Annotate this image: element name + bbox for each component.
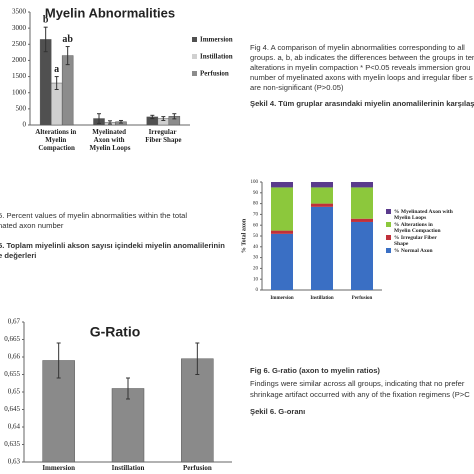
legend-swatch — [386, 209, 391, 214]
y-tick-label: 3000 — [12, 24, 27, 32]
x-tick-label: Irregular Fiber Shape — [145, 128, 181, 144]
y-tick-label: 1500 — [12, 72, 27, 80]
y-tick-label: 40 — [253, 245, 259, 250]
annotation: ab — [62, 34, 73, 45]
legend-label: % Normal Axon — [394, 248, 433, 254]
y-tick-label: 30 — [253, 256, 259, 261]
bar — [39, 39, 52, 126]
bar-segment — [271, 233, 293, 290]
bar-segment — [271, 187, 293, 231]
caption: nated axon number — [0, 221, 64, 230]
y-tick-label: 0,66 — [8, 353, 21, 361]
bar-segment — [351, 182, 373, 188]
x-tick-label: Immersion — [270, 296, 294, 301]
bar-segment — [351, 218, 373, 222]
annotation: b — [43, 14, 49, 25]
legend-swatch — [192, 54, 197, 59]
caption: alterations in myelin compaction * P<0.0… — [250, 63, 471, 72]
y-tick-label: 0 — [23, 121, 27, 129]
bar-segment — [271, 182, 293, 188]
legend-swatch — [386, 235, 391, 240]
y-tick-label: 0,65 — [8, 388, 21, 396]
caption: 5. Percent values of myelin abnormalitie… — [0, 211, 187, 220]
caption: shrinkage artifact occurred with any of … — [250, 390, 470, 399]
bar — [111, 388, 145, 463]
y-tick-label: 90 — [253, 191, 259, 196]
y-tick-label: 0,64 — [8, 423, 21, 431]
annotation: a — [54, 64, 59, 75]
legend-swatch — [386, 222, 391, 227]
y-tick-label: 0,665 — [4, 335, 20, 343]
y-tick-label: 80 — [253, 202, 259, 207]
legend-label: % Irregular Fiber Shape — [394, 235, 438, 247]
caption: groups. a, b, ab indicates the differenc… — [250, 53, 474, 62]
y-tick-label: 20 — [253, 267, 259, 272]
y-tick-label: 0 — [256, 288, 259, 293]
y-tick-label: 50 — [253, 234, 259, 239]
caption: Fig 4. A comparison of myelin abnormalit… — [250, 43, 465, 52]
y-tick-label: 3500 — [12, 8, 27, 16]
y-tick-label: 10 — [253, 277, 259, 282]
y-tick-label: 0,655 — [4, 370, 20, 378]
y-tick-label: 500 — [16, 104, 27, 112]
legend-label: Instillation — [200, 53, 233, 61]
caption: Fig 6. G-ratio (axon to myelin ratios) — [250, 366, 380, 375]
y-tick-label: 100 — [251, 180, 259, 185]
bar — [181, 358, 214, 463]
y-tick-label: 0,635 — [4, 440, 20, 448]
chart-title: G-Ratio — [90, 324, 141, 340]
bar-segment — [311, 206, 333, 290]
caption: 5. Toplam miyelinli akson sayısı içindek… — [0, 241, 225, 250]
y-tick-label: 70 — [253, 213, 259, 218]
x-tick-label: Instillation — [310, 296, 334, 301]
y-axis-label: % Total axon — [241, 218, 247, 253]
caption: Şekil 6. G-oranı — [250, 407, 305, 416]
y-tick-label: 60 — [253, 223, 259, 228]
caption: number of myelinated axons with myelin l… — [250, 73, 473, 82]
x-tick-label: Perfusion — [183, 464, 212, 472]
bar-segment — [271, 230, 293, 234]
bar-segment — [311, 182, 333, 188]
y-tick-label: 1000 — [12, 88, 27, 96]
caption: are non-significant (P>0.05) — [250, 83, 344, 92]
x-tick-label: Myelinated Axon with Myelin Loops — [89, 128, 130, 152]
legend-swatch — [386, 248, 391, 253]
bar-segment — [311, 203, 333, 207]
legend-label: Immersion — [200, 36, 233, 44]
y-tick-label: 2500 — [12, 40, 27, 48]
bar-segment — [351, 187, 373, 219]
legend-label: % Alterations in Myelin Compaction — [394, 222, 441, 234]
caption: e değerleri — [0, 251, 36, 260]
chart-title: Myelin Abnormalities — [45, 5, 175, 20]
x-tick-label: Perfusion — [352, 296, 373, 301]
y-tick-label: 0,67 — [8, 318, 21, 326]
caption: Findings were similar across all groups,… — [250, 379, 465, 388]
bar-segment — [351, 221, 373, 290]
bar — [61, 55, 74, 126]
legend-swatch — [192, 37, 197, 42]
legend-swatch — [192, 71, 197, 76]
bar-segment — [311, 187, 333, 204]
x-tick-label: Instillation — [112, 464, 145, 472]
legend-label: Perfusion — [200, 70, 229, 78]
x-tick-label: Immersion — [42, 464, 75, 472]
caption: Şekil 4. Tüm gruplar arasındaki miyelin … — [250, 99, 474, 108]
y-tick-label: 2000 — [12, 56, 27, 64]
legend-label: % Myelinated Axon with Myelin Loops — [394, 209, 454, 221]
x-tick-label: Alterations in Myelin Compaction — [35, 128, 78, 152]
y-tick-label: 0,645 — [4, 405, 20, 413]
y-tick-label: 0,63 — [8, 458, 21, 466]
